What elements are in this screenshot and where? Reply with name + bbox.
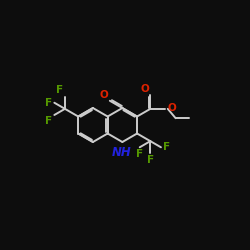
Text: O: O xyxy=(167,103,176,113)
Text: F: F xyxy=(136,149,143,159)
Text: F: F xyxy=(56,85,63,95)
Text: F: F xyxy=(46,98,52,108)
Text: F: F xyxy=(46,116,52,126)
Text: O: O xyxy=(99,90,108,100)
Text: NH: NH xyxy=(112,146,131,159)
Text: O: O xyxy=(140,84,149,94)
Text: F: F xyxy=(163,142,170,152)
Text: F: F xyxy=(147,155,154,165)
